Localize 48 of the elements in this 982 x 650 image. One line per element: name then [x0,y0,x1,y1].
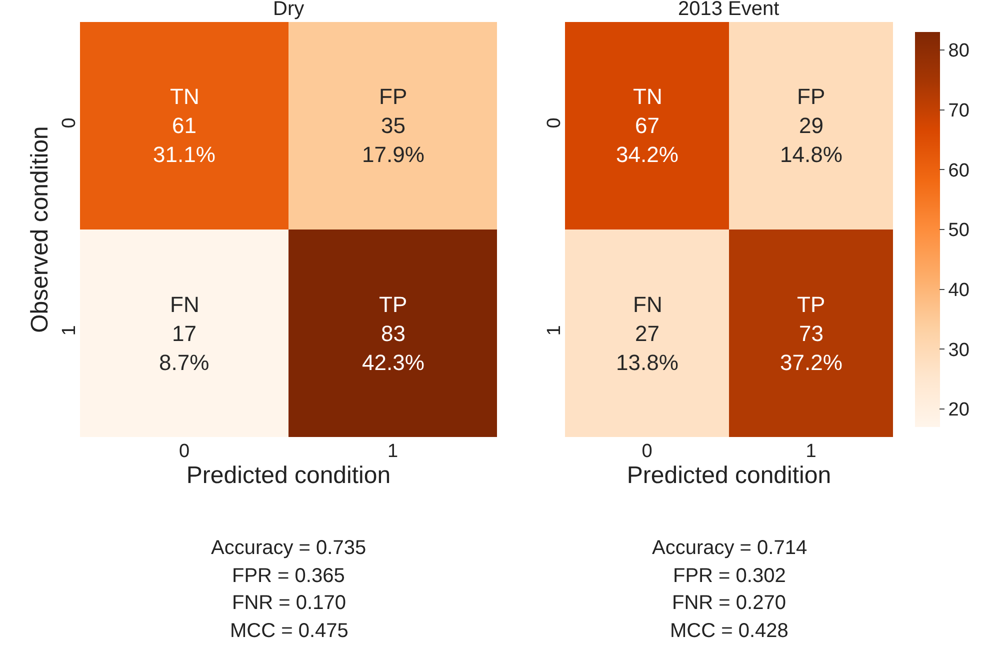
color-bar-label: 60 [948,160,970,182]
annotation: 8.7% [159,350,210,375]
annotation: 31.1% [153,142,216,167]
text: FNR = 0.170 [232,592,346,614]
text: MCC = 0.475 [230,620,348,642]
annotation: 37.2% [780,350,842,375]
color-bar-label: 70 [948,100,970,122]
annotation: 34.2% [616,142,678,167]
annotation: FP [379,84,408,109]
annotation: 14.8% [780,142,842,167]
chart-title: 2013 Event [678,0,780,20]
text: Accuracy = 0.714 [652,537,808,559]
annotation: TP [379,292,408,317]
annotation: TN [170,84,200,109]
x-tick-label: 0 [178,441,190,462]
text: FNR = 0.270 [672,592,786,614]
annotation: TN [633,84,662,109]
text: Accuracy = 0.735 [211,537,366,559]
color-bar-label: 80 [948,40,970,62]
chart-title: Dry [273,0,304,20]
data-label: 35 [381,113,406,138]
annotation: 42.3% [362,350,424,375]
color-bar-label: 50 [948,220,970,242]
x-tick-label: 0 [642,441,652,462]
text: FPR = 0.365 [232,565,345,587]
annotation: FN [633,292,662,317]
x-axis-title: Predicted condition [186,462,391,489]
annotation: TP [797,292,826,317]
data-label: 61 [172,113,196,138]
color-bar-label: 40 [948,280,970,301]
x-tick-label: 1 [806,441,816,462]
data-label: 83 [381,321,406,346]
y-axis-title: Observed condition [26,126,54,333]
data-label: 67 [635,113,660,138]
annotation: FN [170,292,200,317]
x-axis-title: Predicted condition [626,462,832,489]
annotation: FP [797,84,826,109]
data-label: 29 [799,113,824,138]
x-tick-label: 1 [387,441,398,462]
color-bar-label: 20 [948,400,970,421]
data-label: 17 [172,321,196,346]
annotation: 13.8% [616,350,678,375]
annotation: 17.9% [362,142,424,167]
text: FPR = 0.302 [673,565,786,587]
text: MCC = 0.428 [670,620,788,642]
data-label: 73 [799,321,824,346]
data-label: 27 [635,321,660,346]
color-bar-label: 30 [948,340,970,361]
